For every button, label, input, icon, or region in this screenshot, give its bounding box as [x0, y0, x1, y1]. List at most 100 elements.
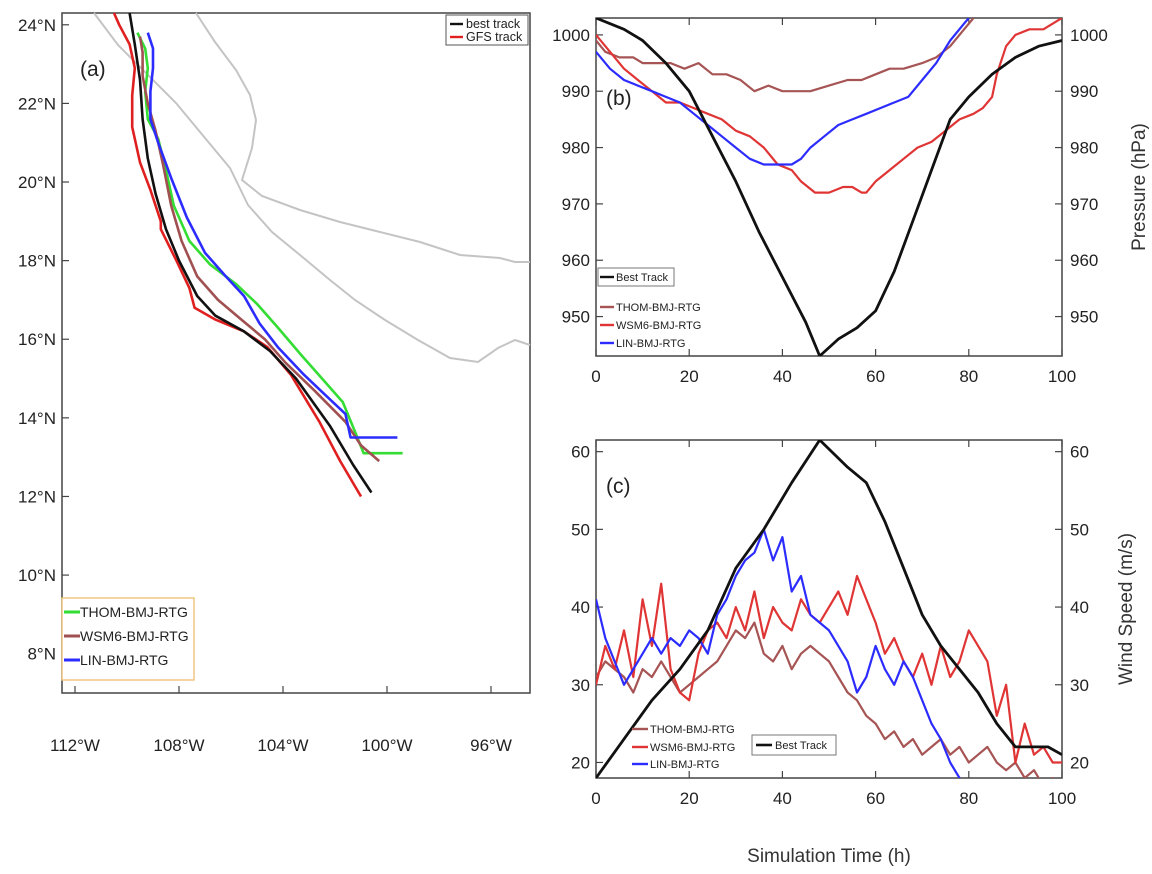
a-xtick-label: 96°W	[470, 736, 512, 755]
panel-c-ylabel: Wind Speed (m/s)	[1116, 533, 1137, 685]
coastline-mainland	[93, 12, 531, 364]
b-ytick-label-left: 980	[562, 139, 590, 158]
c-xtick-label: 80	[959, 789, 978, 808]
a-ytick-label: 24°N	[18, 16, 56, 35]
a-legend-top-label: best track	[466, 17, 521, 31]
b-series-best-track	[596, 18, 1062, 356]
a-legend-bottom-label: LIN-BMJ-RTG	[80, 652, 168, 668]
panel-a: 112°W 108°W 104°W 100°W 96°W 8°N 10°N 12°N 14°N 1…	[18, 12, 531, 755]
b-ytick-label-left: 970	[562, 195, 590, 214]
a-xtick-label: 112°W	[50, 736, 100, 755]
b-ytick-label-right: 990	[1070, 82, 1098, 101]
a-ytick-label: 14°N	[18, 409, 56, 428]
c-ytick-label-left: 60	[571, 443, 590, 462]
b-xtick-label: 100	[1048, 367, 1076, 386]
a-legend-top-label: GFS track	[466, 30, 523, 44]
c-xtick-label: 20	[680, 789, 699, 808]
c-ytick-label-left: 40	[571, 598, 590, 617]
c-ytick-label-right: 60	[1070, 443, 1089, 462]
panel-a-frame	[61, 12, 531, 694]
panel-a-legend-bottom: THOM-BMJ-RTG WSM6-BMJ-RTG LIN-BMJ-RTG	[61, 597, 195, 681]
c-xtick-label: 0	[591, 789, 600, 808]
b-xtick-label: 0	[591, 367, 600, 386]
c-xtick-label: 100	[1048, 789, 1076, 808]
panel-a-axes: 112°W 108°W 104°W 100°W 96°W 8°N 10°N 12°N 14°N 1…	[18, 16, 512, 755]
a-ytick-label: 10°N	[18, 566, 56, 585]
b-legend-label: LIN-BMJ-RTG	[616, 338, 685, 350]
panel-c-label: (c)	[606, 475, 631, 498]
a-track-best-track	[128, 12, 373, 494]
c-legend-label: THOM-BMJ-RTG	[650, 724, 735, 736]
b-legend-label: THOM-BMJ-RTG	[616, 302, 701, 314]
a-ytick-label: 22°N	[18, 94, 56, 113]
b-ytick-label-right: 1000	[1070, 26, 1108, 45]
panel-b-legend: Best Track THOM-BMJ-RTG WSM6-BMJ-RTG LIN-BM…	[597, 267, 701, 350]
a-ytick-label: 12°N	[18, 487, 56, 506]
a-ytick-label: 16°N	[18, 330, 56, 349]
c-series-lin-bmj-rtg	[596, 528, 961, 778]
a-legend-top-box	[445, 14, 529, 46]
panel-c-series	[596, 440, 1062, 778]
c-ytick-label-left: 50	[571, 520, 590, 539]
b-ytick-label-left: 950	[562, 308, 590, 327]
c-legend-label: Best Track	[775, 740, 827, 752]
b-legend-label: Best Track	[616, 272, 668, 284]
a-track-wsm6-bmj-rtg	[138, 36, 381, 463]
a-track-lin-bmj-rtg	[146, 32, 398, 439]
c-ytick-label-right: 50	[1070, 520, 1089, 539]
c-xtick-label: 60	[866, 789, 885, 808]
c-xtick-label: 40	[773, 789, 792, 808]
c-legend-label: LIN-BMJ-RTG	[650, 759, 719, 771]
b-xtick-label: 40	[773, 367, 792, 386]
b-ytick-label-left: 990	[562, 82, 590, 101]
b-xtick-label: 80	[959, 367, 978, 386]
panel-c-legend: THOM-BMJ-RTG WSM6-BMJ-RTG LIN-BMJ-RTG Best …	[632, 724, 837, 771]
b-series-wsm6-bmj-rtg	[596, 18, 1062, 194]
b-ytick-label-left: 960	[562, 251, 590, 270]
panel-c-frame	[595, 439, 1063, 779]
c-ytick-label-right: 20	[1070, 753, 1089, 772]
a-legend-bottom-label: THOM-BMJ-RTG	[80, 604, 188, 620]
panel-b-frame	[595, 17, 1063, 357]
a-xtick-label: 100°W	[361, 736, 412, 755]
c-series-best-track	[596, 440, 1062, 778]
panel-a-label: (a)	[80, 58, 106, 81]
b-legend-label: WSM6-BMJ-RTG	[616, 320, 701, 332]
b-legend-best-box	[597, 267, 675, 287]
c-legend-label: WSM6-BMJ-RTG	[650, 742, 735, 754]
b-xtick-label: 60	[866, 367, 885, 386]
c-series-thom-bmj-rtg	[596, 621, 1055, 778]
panel-b-axes: 0 20 40 60 80 100 950 950 960 960 970 970 980 980 990 9…	[552, 18, 1108, 386]
panel-b-series	[596, 18, 1062, 356]
a-ytick-label: 20°N	[18, 173, 56, 192]
c-ytick-label-right: 30	[1070, 676, 1089, 695]
a-xtick-label: 108°W	[153, 736, 204, 755]
c-ytick-label-right: 40	[1070, 598, 1089, 617]
b-ytick-label-right: 980	[1070, 139, 1098, 158]
panel-b-label: (b)	[606, 87, 632, 110]
a-xtick-label: 104°W	[257, 736, 308, 755]
a-ytick-label: 8°N	[27, 645, 56, 664]
panel-b: 0 20 40 60 80 100 950 950 960 960 970 970 980 980 990 9…	[552, 17, 1150, 386]
a-ytick-label: 18°N	[18, 252, 56, 271]
coastline-gulf	[195, 12, 530, 263]
b-ytick-label-right: 960	[1070, 251, 1098, 270]
a-legend-bottom-box	[61, 597, 195, 681]
panel-c-xlabel: Simulation Time (h)	[747, 846, 911, 867]
c-ytick-label-left: 20	[571, 753, 590, 772]
b-ytick-label-right: 970	[1070, 195, 1098, 214]
panel-b-ylabel: Pressure (hPa)	[1129, 123, 1150, 251]
panel-a-series	[112, 12, 403, 498]
a-legend-bottom-label: WSM6-BMJ-RTG	[80, 628, 189, 644]
c-ytick-label-left: 30	[571, 676, 590, 695]
c-legend-best-box	[751, 734, 837, 756]
b-series-thom-bmj-rtg	[596, 18, 975, 93]
b-series-lin-bmj-rtg	[596, 18, 970, 166]
b-ytick-label-left: 1000	[552, 26, 590, 45]
b-xtick-label: 20	[680, 367, 699, 386]
b-ytick-label-right: 950	[1070, 308, 1098, 327]
